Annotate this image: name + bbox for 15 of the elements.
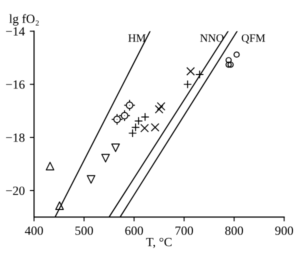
x-tick-label: 700 bbox=[176, 226, 194, 235]
y-tick-label: −20 bbox=[6, 186, 25, 196]
y-axis-title: lg fO₂ bbox=[9, 14, 39, 26]
series-label: QFM bbox=[242, 34, 266, 44]
series-label: HM bbox=[128, 34, 146, 42]
x-tick-label: 500 bbox=[75, 226, 93, 235]
y-tick-label: −14 bbox=[6, 27, 25, 36]
x-tick-label: 600 bbox=[125, 226, 143, 235]
y-tick-label: −18 bbox=[6, 133, 25, 142]
x-tick-label: 400 bbox=[24, 226, 43, 235]
x-tick-label: 900 bbox=[275, 226, 294, 235]
x-axis-title: T, °C bbox=[146, 238, 172, 248]
series-label: NNO bbox=[200, 34, 224, 42]
y-tick-label: −16 bbox=[6, 80, 25, 89]
x-tick-label: 800 bbox=[225, 226, 244, 235]
